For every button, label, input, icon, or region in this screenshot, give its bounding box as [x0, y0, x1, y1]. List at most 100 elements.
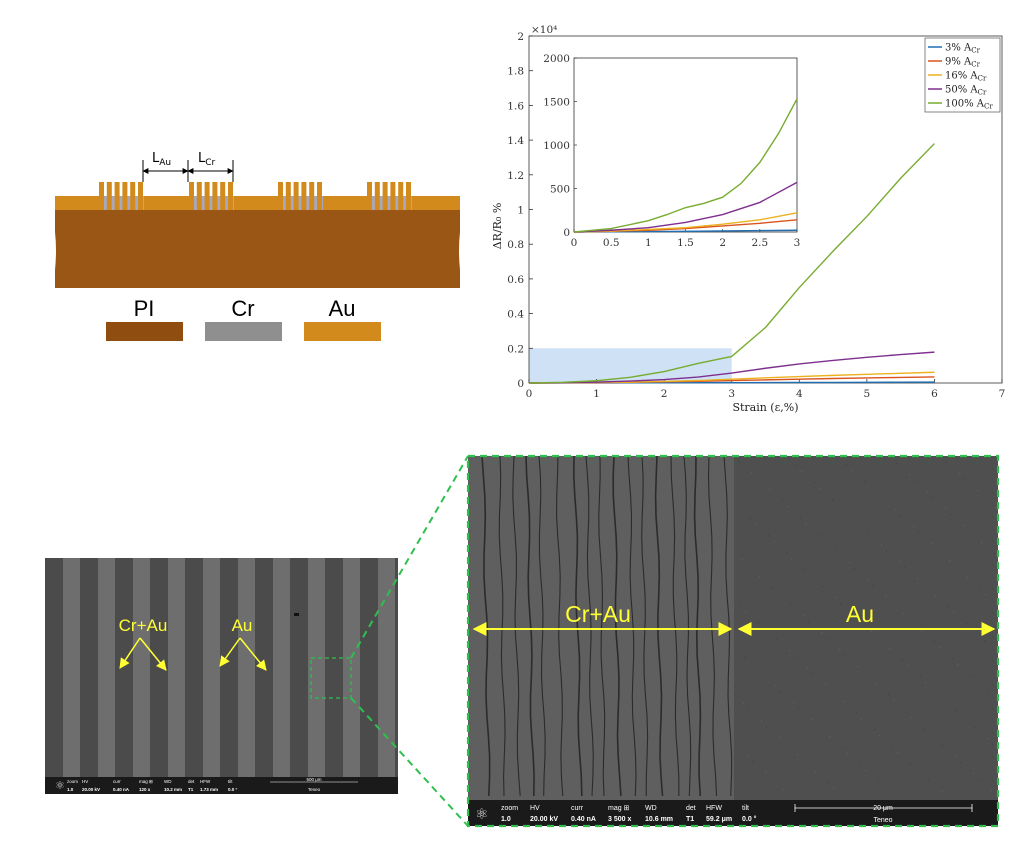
- x-tick-label: 6: [931, 388, 938, 400]
- surface-grain: [978, 779, 980, 781]
- y-axis-label: ΔR/R₀ %: [491, 203, 504, 250]
- inset-x-tick-label: 1.5: [677, 237, 694, 249]
- surface-grain: [984, 640, 986, 642]
- pi-substrate: [55, 209, 460, 288]
- surface-grain: [851, 470, 853, 472]
- crack-line: [670, 456, 680, 797]
- au-finger: [196, 182, 202, 210]
- surface-grain: [752, 761, 754, 763]
- surface-grain: [960, 762, 962, 764]
- surface-grain: [885, 596, 887, 598]
- surface-grain: [836, 551, 838, 553]
- au-finger: [130, 182, 136, 210]
- surface-grain: [750, 518, 752, 520]
- surface-grain: [826, 638, 828, 640]
- surface-grain: [895, 509, 897, 511]
- surface-grain: [754, 570, 756, 572]
- cr-au-stripe: [377, 558, 395, 777]
- surface-grain: [812, 673, 814, 675]
- sem-zoom-infobar: [468, 800, 998, 826]
- surface-grain: [903, 613, 905, 615]
- surface-grain: [957, 664, 959, 666]
- surface-grain: [980, 588, 982, 590]
- highlight-region: [529, 348, 732, 383]
- surface-grain: [858, 620, 860, 622]
- series-line-1: [528, 376, 935, 384]
- surface-grain: [738, 461, 740, 463]
- surface-grain: [854, 568, 856, 570]
- surface-grain: [871, 631, 873, 633]
- surface-grain: [909, 474, 911, 476]
- surface-grain: [964, 479, 966, 481]
- surface-grain: [853, 614, 855, 616]
- y-tick-label: 1.8: [507, 66, 524, 78]
- au-finger: [285, 182, 291, 210]
- y-multiplier: ×10⁴: [531, 24, 557, 36]
- dimension-l-cr: LCr: [187, 151, 234, 182]
- surface-grain: [776, 639, 778, 641]
- debris-particle: [294, 613, 299, 616]
- inset-y-tick-label: 1500: [543, 97, 570, 109]
- au-finger: [99, 182, 104, 210]
- surface-grain: [879, 735, 881, 737]
- crack-line: [512, 456, 521, 797]
- material-legend: PI Cr Au: [106, 296, 381, 341]
- surface-grain: [861, 718, 863, 720]
- surface-grain: [822, 586, 824, 588]
- surface-grain: [974, 727, 976, 729]
- surface-grain: [946, 462, 948, 464]
- crack-line: [723, 456, 733, 797]
- surface-grain: [743, 703, 745, 705]
- surface-grain: [888, 694, 890, 696]
- au-stripe: [290, 558, 308, 777]
- au-finger: [301, 182, 307, 210]
- surface-grain: [789, 650, 791, 652]
- inset-y-tick-label: 0: [563, 227, 570, 239]
- au-stripe: [45, 558, 63, 777]
- cr-pad: [99, 196, 144, 210]
- surface-grain: [829, 736, 831, 738]
- surface-grain: [864, 481, 866, 483]
- series-line-2: [528, 371, 935, 384]
- crack-line: [683, 456, 692, 797]
- surface-grain: [849, 562, 851, 564]
- au-finger: [212, 182, 218, 210]
- x-axis-label: Strain (ε,%): [732, 401, 798, 414]
- surface-grain: [844, 655, 846, 657]
- crack-lines: [481, 456, 997, 797]
- surface-grain: [814, 482, 816, 484]
- surface-grain: [815, 771, 817, 773]
- surface-grain: [755, 524, 757, 526]
- cr-pad: [367, 196, 412, 210]
- surface-grain: [906, 711, 908, 713]
- au-finger: [398, 182, 404, 210]
- surface-grain: [801, 471, 803, 473]
- surface-grain: [796, 465, 798, 467]
- surface-grain: [991, 790, 993, 792]
- surface-grain: [921, 630, 923, 632]
- au-stripe: [395, 558, 398, 777]
- legend-label-au: Au: [329, 296, 356, 321]
- electrode-groups: [99, 182, 412, 210]
- au-finger: [122, 182, 128, 210]
- surface-grain: [886, 550, 888, 552]
- crack-line: [641, 456, 649, 797]
- surface-grain: [910, 763, 912, 765]
- surface-grain: [971, 629, 973, 631]
- inset-series-line-1: [573, 219, 798, 233]
- surface-grain: [857, 666, 859, 668]
- surface-grain: [821, 632, 823, 634]
- surface-grain: [897, 752, 899, 754]
- inset-y-tick-label: 2000: [543, 53, 570, 65]
- y-tick-label: 1: [517, 205, 524, 217]
- surface-grain: [840, 603, 842, 605]
- surface-grain: [920, 676, 922, 678]
- au-stripe: [185, 558, 203, 777]
- crack-line: [612, 456, 622, 797]
- x-tick-label: 1: [593, 388, 600, 400]
- surface-grain: [808, 621, 810, 623]
- surface-grain: [832, 499, 834, 501]
- surface-grain: [917, 578, 919, 580]
- series-line-3: [528, 351, 935, 384]
- surface-grain: [935, 595, 937, 597]
